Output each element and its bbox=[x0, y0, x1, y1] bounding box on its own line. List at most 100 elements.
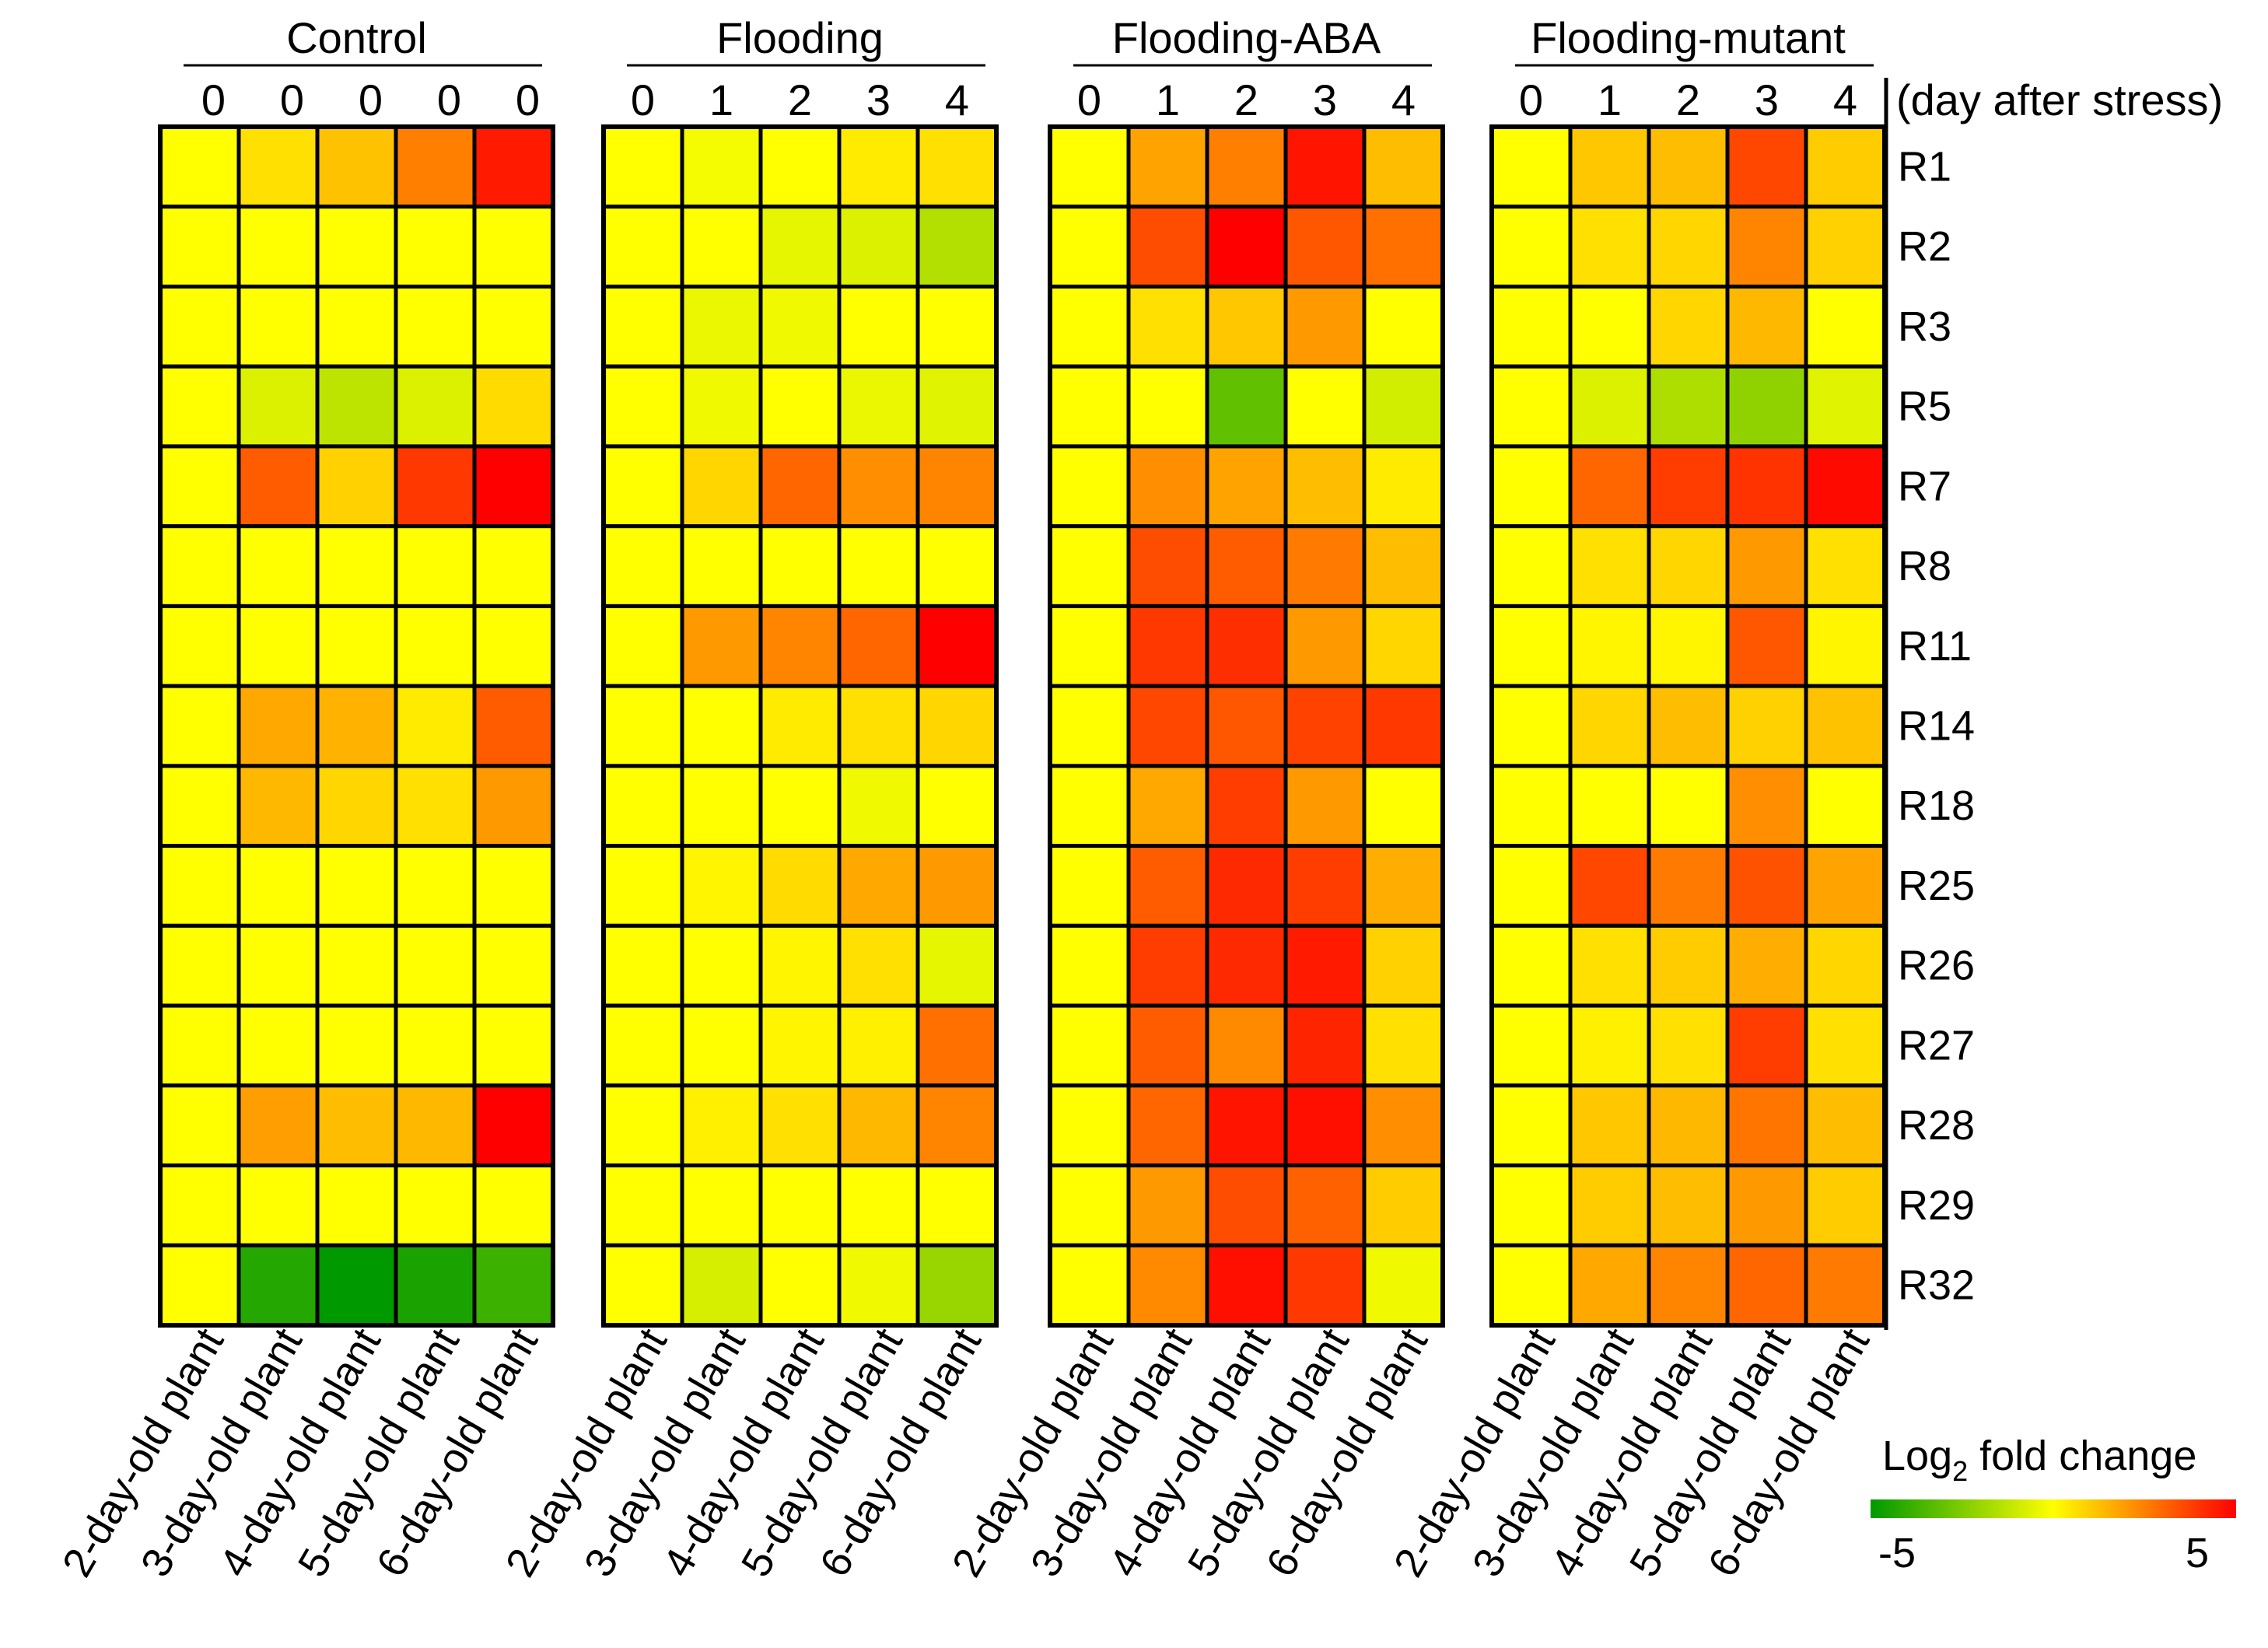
heatmap-cell bbox=[1126, 844, 1209, 928]
day-label: 4 bbox=[945, 75, 969, 124]
day-label: 2 bbox=[1234, 75, 1258, 124]
heatmap-cell bbox=[837, 205, 920, 289]
heatmap-cell bbox=[601, 444, 684, 529]
heatmap-cell bbox=[1048, 284, 1131, 369]
heatmap-cell bbox=[915, 284, 999, 369]
heatmap-cell bbox=[236, 844, 320, 928]
legend-max-label: 5 bbox=[2186, 1530, 2209, 1576]
heatmap-cell bbox=[915, 1083, 999, 1168]
heatmap-cell bbox=[680, 444, 763, 529]
heatmap-cell bbox=[1568, 1163, 1651, 1247]
day-label: 4 bbox=[1833, 75, 1857, 124]
heatmap-cell bbox=[236, 1003, 320, 1088]
heatmap-cell bbox=[394, 923, 477, 1008]
heatmap-cell bbox=[758, 1163, 842, 1247]
heatmap-cell bbox=[394, 684, 477, 768]
heatmap-cell bbox=[472, 604, 555, 688]
heatmap-cell bbox=[1205, 1083, 1288, 1168]
heatmap-cell bbox=[1489, 524, 1573, 608]
heatmap-cell bbox=[1647, 604, 1730, 688]
heatmap-cell bbox=[1647, 844, 1730, 928]
heatmap-cell bbox=[1362, 764, 1445, 848]
heatmap-cell bbox=[1205, 684, 1288, 768]
heatmap-cell bbox=[837, 444, 920, 529]
heatmap-cell bbox=[236, 205, 320, 289]
heatmap-cell bbox=[758, 444, 842, 529]
day-label: 0 bbox=[516, 75, 540, 124]
heatmap-cell bbox=[915, 604, 999, 688]
heatmap-cell bbox=[1568, 524, 1651, 608]
heatmap-cell bbox=[1126, 444, 1209, 529]
heatmap-cell bbox=[1362, 524, 1445, 608]
heatmap-cell bbox=[758, 205, 842, 289]
heatmap-cell bbox=[1048, 444, 1131, 529]
heatmap-cell bbox=[837, 364, 920, 449]
heatmap-cell bbox=[1362, 684, 1445, 768]
heatmap-cell bbox=[394, 764, 477, 848]
heatmap-cell bbox=[394, 1083, 477, 1168]
heatmap-cell bbox=[758, 284, 842, 369]
heatmap-cell bbox=[1362, 284, 1445, 369]
heatmap-cell bbox=[158, 205, 241, 289]
heatmap-cell bbox=[1725, 923, 1808, 1008]
heatmap-cell bbox=[1647, 1163, 1730, 1247]
heatmap-cell bbox=[680, 124, 763, 209]
day-label: 1 bbox=[1598, 75, 1622, 124]
heatmap-cell bbox=[1126, 524, 1209, 608]
heatmap-cell bbox=[680, 364, 763, 449]
heatmap-cell bbox=[758, 1243, 842, 1328]
heatmap-cell bbox=[1205, 844, 1288, 928]
heatmap-cell bbox=[315, 205, 398, 289]
heatmap-cell bbox=[837, 1163, 920, 1247]
heatmap-cell bbox=[1725, 124, 1808, 209]
heatmap-cell bbox=[758, 1003, 842, 1088]
heatmap-cell bbox=[680, 1003, 763, 1088]
row-label: R18 bbox=[1898, 782, 1975, 829]
heatmap-cell bbox=[1568, 844, 1651, 928]
heatmap-cell bbox=[1647, 1003, 1730, 1088]
heatmap-cell bbox=[158, 524, 241, 608]
heatmap-cell bbox=[1489, 844, 1573, 928]
row-label: R1 bbox=[1898, 143, 1951, 190]
row-labels: R1 R2 R3 R5 R7 R8 R11 R14 R18 R25 R26 R27 R28 R29 R32 bbox=[1898, 143, 1975, 1308]
legend-min-label: -5 bbox=[1878, 1530, 1916, 1576]
day-label: 3 bbox=[1313, 75, 1337, 124]
heatmap-cell bbox=[472, 684, 555, 768]
heatmap-cell bbox=[837, 1003, 920, 1088]
heatmap-cell bbox=[1205, 1003, 1288, 1088]
heatmap-cell bbox=[837, 604, 920, 688]
heatmap-cell bbox=[1568, 764, 1651, 848]
heatmap-cell bbox=[1804, 364, 1887, 449]
heatmap-cell bbox=[1205, 284, 1288, 369]
heatmap-cell bbox=[601, 923, 684, 1008]
day-label: 0 bbox=[1519, 75, 1543, 124]
heatmap-cell bbox=[1205, 764, 1288, 848]
heatmap-cell bbox=[837, 284, 920, 369]
heatmap-cell bbox=[1048, 844, 1131, 928]
heatmap-cell bbox=[236, 684, 320, 768]
row-label: R26 bbox=[1898, 943, 1975, 989]
heatmap-cell bbox=[1048, 364, 1131, 449]
panel-title: Flooding-ABA bbox=[1112, 13, 1381, 62]
heatmap-cell bbox=[1489, 1243, 1573, 1328]
row-label: R2 bbox=[1898, 223, 1951, 270]
heatmap-cell bbox=[1283, 284, 1367, 369]
heatmap-cell bbox=[1205, 524, 1288, 608]
heatmap-cell bbox=[1647, 284, 1730, 369]
heatmap-cell bbox=[1647, 124, 1730, 209]
heatmap-cell bbox=[394, 1163, 477, 1247]
heatmap-cell bbox=[680, 284, 763, 369]
heatmap-cell bbox=[758, 364, 842, 449]
heatmap-cell bbox=[1126, 1163, 1209, 1247]
legend-title-prefix: Log bbox=[1882, 1433, 1952, 1479]
heatmap-cell bbox=[1362, 444, 1445, 529]
heatmap-cell bbox=[1126, 684, 1209, 768]
heatmap-cell bbox=[758, 1083, 842, 1168]
heatmap-cell bbox=[1362, 1243, 1445, 1328]
heatmap-cell bbox=[394, 1003, 477, 1088]
heatmap-cell bbox=[601, 844, 684, 928]
heatmap-cell bbox=[472, 284, 555, 369]
heatmap-cell bbox=[315, 604, 398, 688]
